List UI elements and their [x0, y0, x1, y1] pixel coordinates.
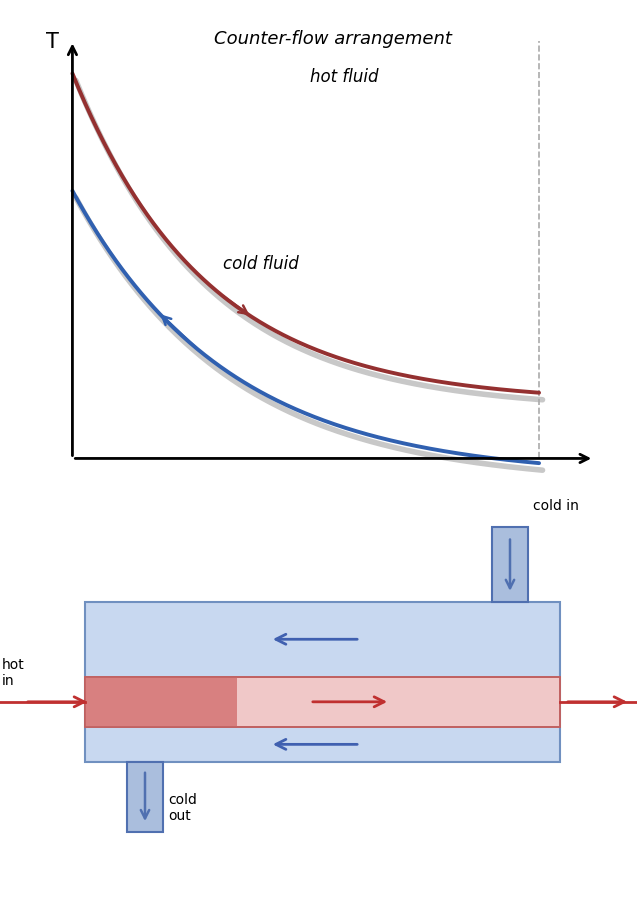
Text: hot fluid: hot fluid — [310, 68, 378, 86]
Bar — [85, 602, 560, 762]
Bar — [492, 527, 528, 602]
Bar — [127, 762, 163, 832]
Text: cold in: cold in — [533, 498, 579, 512]
Text: Counter-flow arrangement: Counter-flow arrangement — [214, 30, 452, 48]
Bar — [85, 677, 560, 727]
Text: cold fluid: cold fluid — [223, 255, 299, 273]
Text: hot
in: hot in — [2, 657, 25, 687]
Bar — [85, 677, 560, 727]
Bar — [85, 677, 237, 727]
Text: T: T — [46, 32, 59, 52]
Text: cold
out: cold out — [168, 792, 197, 822]
